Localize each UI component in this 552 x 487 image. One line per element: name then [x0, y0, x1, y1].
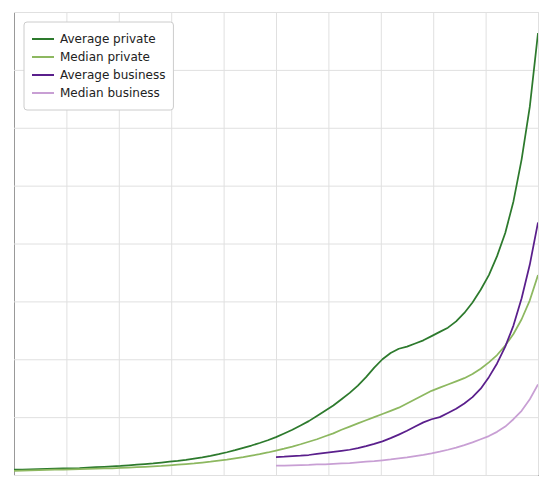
y-axis-line	[15, 13, 539, 476]
legend-item: Average private	[32, 32, 156, 46]
series-line	[276, 385, 538, 466]
y-grid-line	[14, 128, 538, 129]
y-tick	[14, 128, 538, 129]
legend-item: Median business	[32, 86, 160, 100]
legend-label: Median private	[60, 50, 150, 64]
series-line	[14, 33, 538, 470]
y-grid-line	[14, 359, 538, 360]
legend-swatch	[32, 56, 54, 58]
legend: Average private Median private Average bus…	[24, 22, 173, 110]
legend-item: Average business	[32, 68, 165, 82]
y-tick	[14, 359, 538, 360]
x-axis-line	[15, 12, 539, 476]
legend-label: Average private	[60, 32, 156, 46]
y-tick	[14, 186, 538, 187]
legend-label: Average business	[60, 68, 165, 82]
chart: Average private Median private Average bus…	[0, 0, 552, 487]
legend-swatch	[32, 92, 54, 94]
lines	[14, 33, 538, 471]
y-grid-line	[14, 244, 538, 245]
y-grid-line	[14, 417, 538, 418]
y-grid-line	[14, 12, 538, 13]
y-tick	[14, 475, 538, 476]
legend-box	[24, 22, 173, 110]
y-grid-line	[14, 301, 538, 302]
legend-label: Median business	[60, 86, 160, 100]
legend-swatch	[32, 74, 54, 76]
y-grid-line	[14, 475, 538, 476]
series-line	[14, 275, 538, 471]
series-line	[276, 222, 538, 457]
y-tick	[14, 12, 538, 13]
y-tick	[14, 301, 538, 302]
legend-swatch	[32, 38, 54, 40]
legend-item: Median private	[32, 50, 150, 64]
x-axis	[15, 12, 539, 476]
y-tick	[14, 244, 538, 245]
x-grid-line	[538, 12, 539, 475]
plot: Average private Median private Average bus…	[14, 12, 539, 476]
y-tick	[14, 417, 538, 418]
x-tick	[538, 12, 539, 475]
y-grid-line	[14, 186, 538, 187]
y-axis	[14, 13, 538, 476]
